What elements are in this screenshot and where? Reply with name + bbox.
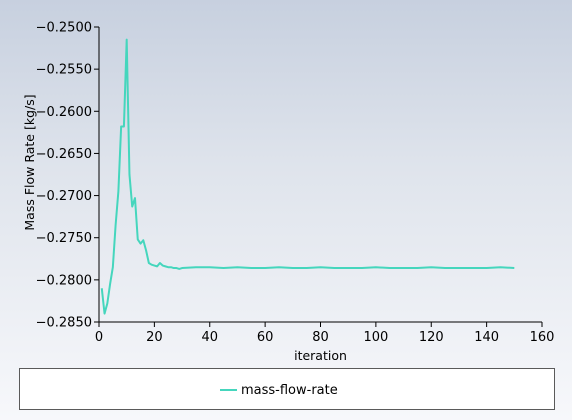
- y-tick-label: −0.2500: [36, 21, 92, 36]
- y-tick-label: −0.2550: [36, 63, 92, 78]
- series-line-mass-flow-rate: [100, 38, 515, 315]
- legend-entry-mass-flow-rate[interactable]: mass-flow-rate: [220, 381, 338, 399]
- x-tick-label: 120: [419, 330, 444, 345]
- chart-plot: 0 20 40 60 80 100 120 140 160 −0.2500−0.2550−0.2…: [22, 21, 555, 364]
- y-tick-label: −0.2700: [36, 189, 92, 204]
- y-tick-label: −0.2600: [36, 105, 92, 120]
- x-tick-label: 60: [257, 330, 274, 345]
- x-tick-label: 0: [95, 330, 103, 345]
- y-tick-label: −0.2750: [36, 231, 92, 246]
- y-tick-label: −0.2650: [36, 147, 92, 162]
- x-axis-title: iteration: [294, 348, 347, 363]
- legend: mass-flow-rate: [19, 368, 555, 410]
- legend-label: mass-flow-rate: [241, 382, 338, 398]
- x-axis-ticks: 0 20 40 60 80 100 120 140 160: [95, 322, 555, 345]
- y-tick-label: −0.2850: [36, 316, 92, 331]
- y-axis-ticks: −0.2500 −0.2550 −0.2600 −0.2650 −0.2700 −0.27…: [36, 21, 99, 331]
- x-tick-label: 140: [474, 330, 499, 345]
- x-tick-label: 80: [312, 330, 329, 345]
- series-layer: [100, 38, 515, 315]
- x-tick-label: 100: [363, 330, 388, 345]
- x-tick-label: 20: [146, 330, 163, 345]
- y-axis-title: Mass Flow Rate [kg/s]: [22, 94, 37, 230]
- legend-swatch: [220, 389, 237, 391]
- x-tick-label: 40: [201, 330, 218, 345]
- y-tick-label: −0.2800: [36, 273, 92, 288]
- x-tick-label: 160: [530, 330, 555, 345]
